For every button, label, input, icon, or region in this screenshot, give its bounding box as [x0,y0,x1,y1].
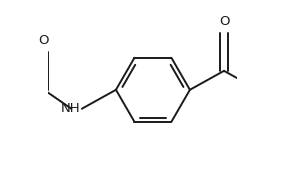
Text: O: O [39,34,49,47]
Text: O: O [219,15,229,28]
Text: NH: NH [60,102,80,115]
